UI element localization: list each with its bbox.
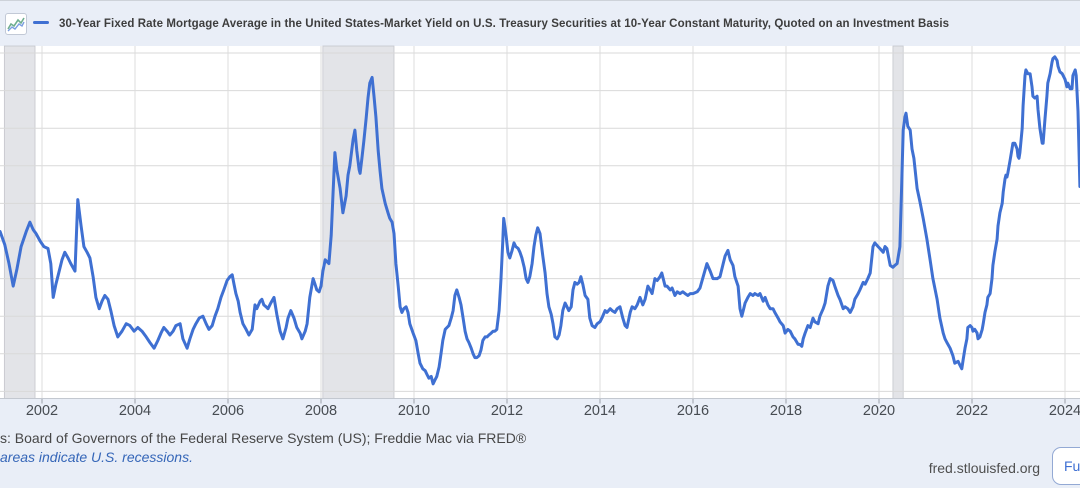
legend-line-swatch [33, 21, 49, 24]
plot-background [0, 46, 1080, 399]
data-series-line [0, 55, 1080, 386]
chart-legend: 30-Year Fixed Rate Mortgage Average in t… [0, 1, 1080, 46]
recession-note: areas indicate U.S. recessions. [0, 449, 193, 465]
x-axis-tick-label: 2002 [25, 403, 59, 419]
x-axis-tick-label: 2018 [769, 403, 803, 419]
x-axis-tick-label: 2024 [1048, 403, 1080, 419]
fullscreen-button[interactable]: Fu [1052, 447, 1080, 485]
fred-site-link: fred.stlouisfed.org [928, 460, 1040, 476]
source-attribution: s: Board of Governors of the Federal Res… [0, 430, 527, 446]
sparkline-chart-icon[interactable] [5, 13, 27, 35]
x-axis-tick-label: 2014 [583, 403, 617, 419]
x-axis-tick-label: 2004 [118, 403, 152, 419]
x-axis-tick-label: 2010 [397, 403, 431, 419]
x-axis-tick-label: 2016 [676, 403, 710, 419]
x-axis-tick-label: 2008 [304, 403, 338, 419]
chart-footer: s: Board of Governors of the Federal Res… [0, 423, 1080, 488]
recession-band [322, 45, 395, 399]
x-axis-tick-label: 2012 [490, 403, 524, 419]
x-axis-tick-label: 2020 [862, 403, 896, 419]
series-title: 30-Year Fixed Rate Mortgage Average in t… [59, 17, 950, 30]
x-axis-tick-label: 2022 [955, 403, 989, 419]
x-axis-tick-label: 2006 [211, 403, 245, 419]
